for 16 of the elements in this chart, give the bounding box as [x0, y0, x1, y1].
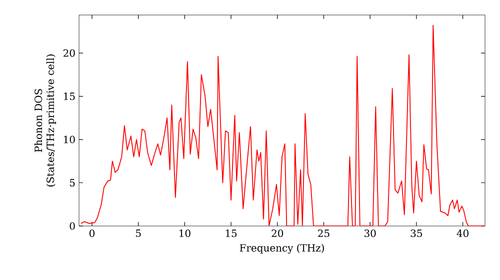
x-tick-label: 20 — [272, 230, 284, 238]
y-tick-label: 20 — [63, 49, 75, 57]
y-axis-title: Phonon DOS (States/THz·primitive cell) — [34, 54, 56, 186]
x-tick-label: 25 — [318, 230, 330, 238]
x-tick-label: 15 — [226, 230, 237, 238]
y-tick-label: 5 — [70, 179, 75, 186]
x-axis-title: Frequency (THz) — [240, 244, 324, 254]
x-tick-label: 5 — [136, 230, 141, 237]
x-tick-label: 40 — [456, 230, 468, 238]
y-tick-label: 0 — [70, 222, 75, 230]
x-tick-label: 30 — [364, 230, 376, 238]
x-tick-label: 0 — [89, 230, 95, 238]
y-tick-label: 10 — [64, 136, 75, 144]
x-tick-label: 10 — [180, 230, 190, 238]
y-tick-label: 15 — [64, 92, 75, 100]
x-tick-label: 35 — [410, 230, 422, 238]
